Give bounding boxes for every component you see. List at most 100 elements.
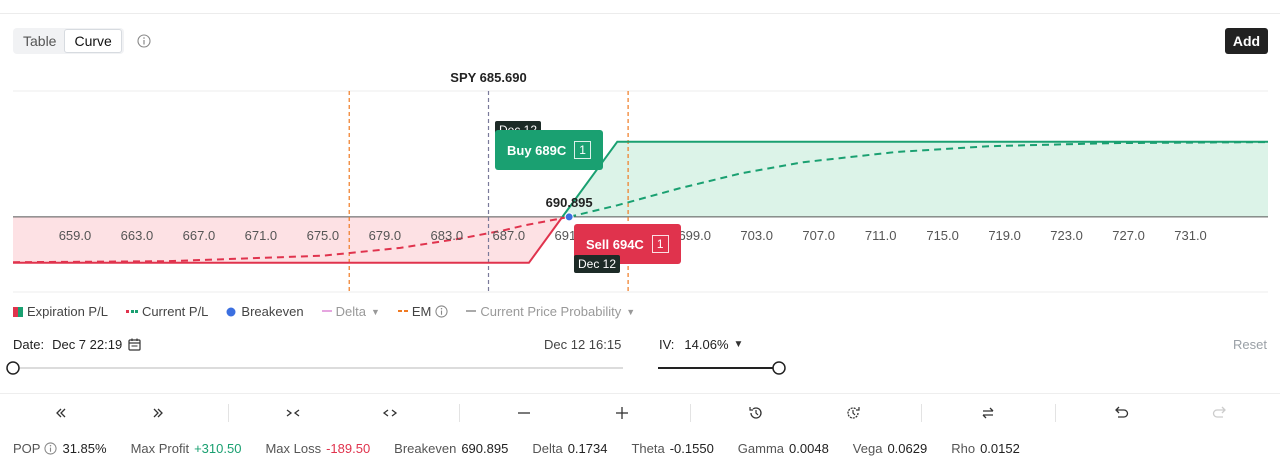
- x-tick-label: 663.0: [121, 228, 154, 243]
- toolbar-divider: [921, 404, 922, 422]
- iv-control: IV: 14.06% ▼: [659, 337, 743, 352]
- top-divider: [0, 13, 1280, 14]
- x-tick-label: 667.0: [183, 228, 216, 243]
- stats-bar: POP 31.85% Max Profit +310.50 Max Loss -189.5…: [13, 441, 1044, 456]
- stat-label: Vega: [852, 441, 883, 456]
- spot-price-label: SPY 685.690: [450, 70, 526, 85]
- date-slider[interactable]: [6, 360, 626, 376]
- info-icon[interactable]: [137, 34, 151, 48]
- stat-label: Theta: [631, 441, 665, 456]
- stat-value: +310.50: [194, 441, 242, 456]
- current-pl-profit-line: [568, 141, 1269, 218]
- stat-label: Gamma: [737, 441, 785, 456]
- stat-label: Max Profit: [130, 441, 190, 456]
- toolbar-divider: [1055, 404, 1056, 422]
- x-tick-label: 687.0: [493, 228, 526, 243]
- shift-right-button[interactable]: [145, 400, 171, 426]
- sell-leg-tag[interactable]: Sell 694C 1: [574, 224, 681, 264]
- x-tick-label: 683.0: [431, 228, 464, 243]
- reset-button[interactable]: Reset: [1233, 337, 1267, 352]
- x-tick-label: 707.0: [802, 228, 835, 243]
- legend-label: Expiration P/L: [27, 304, 108, 319]
- x-tick-label: 711.0: [865, 228, 897, 243]
- swap-arrows-icon: [982, 407, 994, 419]
- toolbar-divider: [228, 404, 229, 422]
- em-line-icon: [397, 310, 408, 312]
- calendar-icon[interactable]: [128, 338, 141, 351]
- legend-current-price-probability[interactable]: Current Price Probability ▼: [466, 304, 635, 319]
- info-icon[interactable]: [44, 442, 58, 455]
- stat-label: Max Loss: [265, 441, 322, 456]
- tab-curve[interactable]: Curve: [64, 29, 122, 53]
- sell-leg-label: Sell 694C: [586, 236, 644, 252]
- add-button[interactable]: Add: [1225, 28, 1268, 54]
- stat-value: 31.85%: [62, 441, 107, 456]
- buy-leg-tag[interactable]: Buy 689C 1: [495, 130, 603, 170]
- history-icon: [749, 407, 762, 419]
- buy-leg-label: Buy 689C: [507, 142, 567, 158]
- x-tick-label: 671.0: [245, 228, 278, 243]
- double-chevron-left-icon: [56, 408, 66, 418]
- iv-value[interactable]: 14.06%: [684, 337, 729, 352]
- current-pl-loss-line: [12, 215, 570, 264]
- pl-chart[interactable]: 659.0 663.0 667.0 671.0 675.0 679.0 683.0 687.0…: [0, 60, 1280, 296]
- buy-leg-qty: 1: [574, 141, 591, 159]
- zoom-in-range-button[interactable]: [280, 400, 306, 426]
- dashed-line-icon: [125, 309, 138, 313]
- minus-icon: [518, 412, 530, 414]
- legend-em[interactable]: EM: [397, 304, 449, 319]
- iv-slider-handle[interactable]: [772, 361, 786, 375]
- undo-button[interactable]: [1108, 400, 1134, 426]
- swap-button[interactable]: [975, 400, 1001, 426]
- legend-label: Breakeven: [241, 304, 304, 319]
- toolbar-divider: [459, 404, 460, 422]
- tab-table[interactable]: Table: [23, 33, 57, 49]
- breakeven-dot-icon: [226, 307, 236, 316]
- profit-area: [562, 141, 1268, 217]
- chart-legend: Expiration P/L Current P/L Breakeven Del…: [13, 304, 653, 319]
- x-tick-label: 703.0: [740, 228, 773, 243]
- loss-area: [13, 216, 563, 263]
- legend-breakeven[interactable]: Breakeven: [226, 304, 304, 319]
- stat-value: 0.1734: [567, 441, 608, 456]
- shift-left-button[interactable]: [48, 400, 74, 426]
- date-slider-handle[interactable]: [6, 361, 20, 375]
- x-tick-label: 727.0: [1112, 228, 1145, 243]
- clock-forward-icon: [847, 407, 860, 419]
- redo-icon: [1212, 406, 1226, 418]
- date-end-label: Dec 12 16:15: [544, 337, 622, 352]
- time-forward-button[interactable]: [840, 400, 866, 426]
- expand-arrows-icon: [382, 409, 398, 417]
- stat-label: Breakeven: [394, 441, 457, 456]
- zoom-out-button[interactable]: [511, 400, 537, 426]
- caret-down-icon: ▼: [626, 306, 636, 317]
- caret-down-icon[interactable]: ▼: [733, 339, 744, 350]
- legend-delta[interactable]: Delta ▼: [321, 304, 380, 319]
- delta-line-icon: [321, 310, 332, 312]
- date-label: Date:: [13, 337, 45, 352]
- info-icon[interactable]: [435, 305, 448, 318]
- expiration-swatch-icon: [13, 306, 23, 317]
- undo-icon: [1115, 406, 1129, 418]
- chart-toolbar: [0, 393, 1280, 432]
- legend-current-pl[interactable]: Current P/L: [125, 304, 208, 319]
- zoom-in-button[interactable]: [609, 400, 635, 426]
- redo-button[interactable]: [1207, 400, 1233, 426]
- stat-label: Rho: [951, 441, 976, 456]
- legend-label: Current Price Probability: [480, 304, 622, 319]
- legend-label: EM: [411, 304, 432, 319]
- stat-value: 0.0048: [789, 441, 829, 456]
- expiration-pl-profit-line: [561, 140, 1268, 218]
- stat-label: Delta: [532, 441, 563, 456]
- legend-expiration-pl[interactable]: Expiration P/L: [13, 304, 108, 319]
- history-button[interactable]: [743, 400, 769, 426]
- probability-line-icon: [466, 310, 477, 312]
- date-value[interactable]: Dec 7 22:19: [52, 337, 123, 352]
- breakeven-value-label: 690.895: [546, 195, 593, 210]
- zoom-out-range-button[interactable]: [377, 400, 403, 426]
- plus-icon: [616, 407, 628, 419]
- stat-value: -189.50: [326, 441, 371, 456]
- iv-slider[interactable]: [652, 360, 792, 376]
- toolbar-divider: [690, 404, 691, 422]
- stat-value: -0.1550: [669, 441, 714, 456]
